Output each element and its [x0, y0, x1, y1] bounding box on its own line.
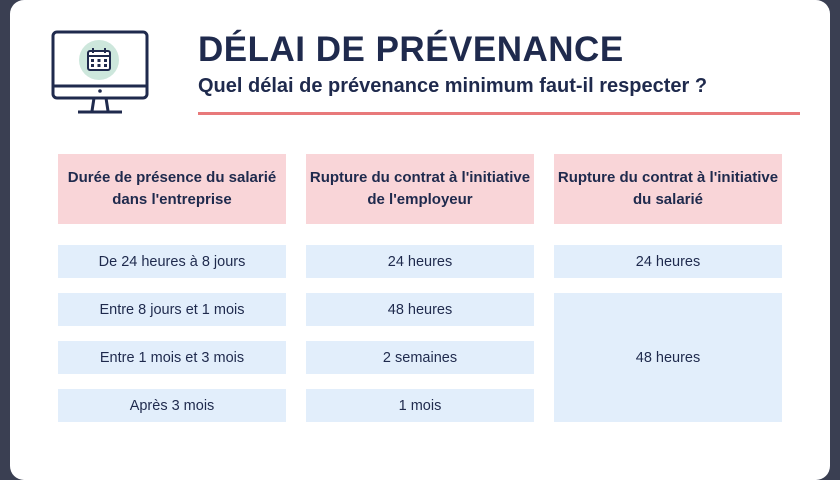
column-header: Durée de présence du salarié dans l'entr…	[58, 154, 286, 224]
table-cell: 24 heures	[554, 245, 782, 278]
table-cell: 2 semaines	[306, 341, 534, 374]
table-cell: Entre 8 jours et 1 mois	[58, 293, 286, 326]
table-cell: 1 mois	[306, 389, 534, 422]
table-cell: De 24 heures à 8 jours	[58, 245, 286, 278]
subtitle: Quel délai de prévenance minimum faut-il…	[198, 75, 708, 97]
table-cell: Après 3 mois	[58, 389, 286, 422]
table-cell: Entre 1 mois et 3 mois	[58, 341, 286, 374]
title: DÉLAI DE PRÉVENANCE	[198, 30, 624, 69]
divider	[198, 112, 800, 115]
table-cell: 24 heures	[306, 245, 534, 278]
column-header: Rupture du contrat à l'initiative de l'e…	[306, 154, 534, 224]
monitor-icon	[51, 30, 149, 114]
merged-cell: 48 heures	[554, 293, 782, 422]
column-header: Rupture du contrat à l'initiative du sal…	[554, 154, 782, 224]
card: DÉLAI DE PRÉVENANCE Quel délai de préven…	[10, 0, 830, 480]
table-cell: 48 heures	[306, 293, 534, 326]
